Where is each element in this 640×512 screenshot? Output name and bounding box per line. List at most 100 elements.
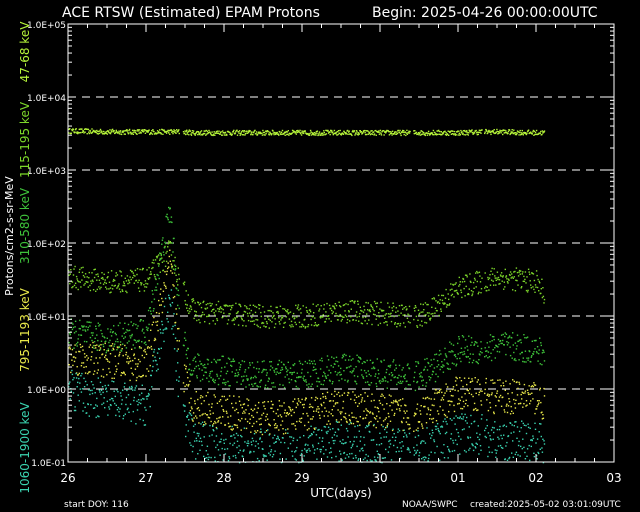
data-point	[192, 299, 195, 302]
data-point	[505, 275, 508, 277]
data-point	[429, 379, 431, 381]
data-point	[536, 400, 539, 402]
data-point	[512, 456, 514, 458]
data-point	[156, 352, 159, 354]
data-point	[111, 331, 114, 334]
data-point	[220, 311, 222, 313]
data-point	[316, 130, 319, 132]
data-point	[281, 366, 283, 369]
data-point	[391, 374, 394, 376]
data-point	[90, 356, 93, 358]
data-point	[442, 371, 445, 373]
data-point	[160, 252, 162, 255]
data-point	[116, 389, 118, 391]
data-point	[111, 128, 114, 131]
data-point	[467, 437, 469, 439]
data-point	[372, 366, 375, 368]
data-point	[302, 131, 304, 133]
data-point	[122, 417, 124, 420]
data-point	[145, 375, 147, 377]
data-point	[97, 130, 99, 133]
data-point	[407, 417, 410, 419]
data-point	[394, 401, 396, 403]
data-point	[174, 256, 176, 259]
data-point	[367, 302, 369, 304]
data-point	[484, 429, 486, 432]
data-point	[427, 460, 429, 462]
data-point	[484, 392, 486, 395]
data-point	[542, 438, 544, 440]
data-point	[130, 278, 132, 281]
data-point	[314, 428, 316, 430]
data-point	[485, 427, 487, 429]
data-point	[321, 357, 323, 360]
data-point	[469, 388, 471, 390]
data-point	[83, 132, 85, 134]
data-point	[431, 429, 433, 431]
data-point	[344, 416, 346, 419]
data-point	[522, 357, 524, 359]
data-point	[291, 324, 293, 326]
data-point	[228, 358, 231, 360]
data-point	[212, 378, 214, 380]
data-point	[339, 129, 341, 132]
data-point	[381, 380, 383, 383]
data-point	[538, 431, 540, 433]
data-point	[246, 379, 249, 381]
data-point	[489, 406, 492, 409]
data-point	[271, 367, 274, 369]
data-point	[270, 365, 272, 367]
data-point	[421, 458, 423, 460]
data-point	[436, 130, 438, 132]
data-point	[245, 325, 247, 327]
data-point	[354, 300, 356, 302]
data-point	[186, 384, 188, 386]
data-point	[289, 324, 291, 327]
data-point	[531, 340, 533, 342]
data-point	[311, 132, 313, 134]
data-point	[155, 321, 157, 323]
data-point	[99, 381, 102, 384]
data-point	[264, 318, 266, 320]
data-point	[92, 130, 94, 133]
data-point	[417, 430, 419, 432]
data-point	[427, 361, 429, 364]
data-point	[494, 347, 496, 349]
data-point	[498, 132, 500, 134]
data-point	[286, 131, 288, 133]
data-point	[422, 379, 424, 381]
data-point	[261, 433, 264, 436]
data-point	[337, 391, 340, 394]
data-point	[231, 402, 233, 405]
data-point	[272, 312, 274, 314]
data-point	[527, 392, 529, 394]
data-point	[350, 359, 352, 361]
data-point	[341, 394, 343, 396]
data-point	[398, 131, 401, 133]
data-point	[192, 425, 195, 427]
data-point	[263, 131, 266, 134]
data-point	[361, 362, 364, 365]
data-point	[290, 371, 292, 374]
data-point	[152, 293, 154, 295]
data-point	[464, 134, 467, 136]
data-point	[263, 134, 265, 136]
data-point	[417, 132, 420, 134]
data-point	[385, 380, 387, 382]
data-point	[68, 274, 70, 276]
data-point	[269, 361, 271, 363]
data-point	[472, 132, 475, 135]
data-point	[78, 327, 80, 330]
data-point	[488, 446, 490, 448]
data-point	[88, 346, 90, 348]
data-point	[159, 129, 161, 131]
data-point	[86, 321, 88, 323]
data-point	[350, 422, 352, 425]
data-point	[360, 358, 362, 360]
data-point	[427, 303, 429, 306]
data-point	[432, 371, 435, 373]
data-point	[346, 381, 349, 383]
data-point	[357, 421, 359, 423]
data-point	[237, 324, 240, 326]
data-point	[432, 432, 434, 434]
